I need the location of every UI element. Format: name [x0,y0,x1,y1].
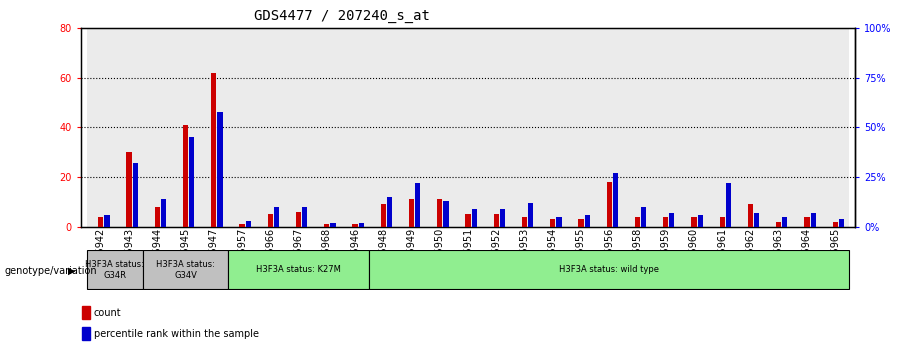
Bar [500,209,505,227]
Bar [302,207,307,227]
Bar [613,173,618,227]
Bar [437,199,442,227]
Bar [359,223,364,227]
Bar [426,28,454,227]
Bar [369,28,398,227]
Bar [821,28,850,227]
Bar [680,28,708,227]
Bar [212,73,216,227]
Bar [748,204,753,227]
Bar [132,163,138,227]
Bar [267,214,273,227]
Bar [200,28,228,227]
Bar [228,28,256,227]
Bar [353,224,357,227]
Bar [115,28,143,227]
Bar [218,112,222,227]
Bar [805,217,809,227]
Bar [369,250,850,290]
Bar [171,28,200,227]
Bar [284,28,312,227]
Bar [387,197,392,227]
Bar [556,217,562,227]
Bar [86,250,143,290]
Bar [782,217,788,227]
Bar [522,217,527,227]
Bar [510,28,538,227]
Bar [274,207,279,227]
Bar [585,215,590,227]
Text: percentile rank within the sample: percentile rank within the sample [94,329,258,339]
Bar [330,223,336,227]
Bar [127,152,131,227]
Text: H3F3A status:
G34R: H3F3A status: G34R [86,260,144,280]
Text: H3F3A status:
G34V: H3F3A status: G34V [156,260,215,280]
Bar [398,28,426,227]
Bar [579,219,583,227]
Bar [86,28,115,227]
Bar [183,125,188,227]
Bar [256,28,284,227]
Bar [312,28,341,227]
Bar [528,203,534,227]
Bar [98,217,104,227]
Bar [691,217,697,227]
Bar [415,183,420,227]
Bar [698,215,703,227]
Text: H3F3A status: wild type: H3F3A status: wild type [559,266,659,274]
Bar [444,201,448,227]
Bar [550,219,555,227]
Bar [246,221,251,227]
Bar [776,222,781,227]
Bar [143,28,171,227]
Bar [726,183,731,227]
Bar [754,213,760,227]
Bar [454,28,482,227]
Bar [793,28,821,227]
Text: H3F3A status: K27M: H3F3A status: K27M [256,266,341,274]
Text: count: count [94,308,122,318]
Bar [670,213,674,227]
Bar [465,214,471,227]
Bar [607,182,612,227]
Bar [839,219,844,227]
Bar [652,28,680,227]
Bar [296,212,302,227]
Bar [538,28,567,227]
Bar [409,199,414,227]
Bar [104,215,110,227]
Bar [381,204,386,227]
Bar [228,250,369,290]
Bar [595,28,624,227]
Text: genotype/variation: genotype/variation [4,266,97,276]
Bar [189,137,194,227]
Bar [155,207,160,227]
Text: ▶: ▶ [68,266,76,276]
Bar [341,28,369,227]
Bar [811,213,815,227]
Bar [482,28,510,227]
Bar [494,214,499,227]
Bar [708,28,736,227]
Bar [143,250,228,290]
Text: GDS4477 / 207240_s_at: GDS4477 / 207240_s_at [254,9,430,23]
Bar [765,28,793,227]
Bar [82,307,90,319]
Bar [624,28,652,227]
Bar [641,207,646,227]
Bar [567,28,595,227]
Bar [832,222,838,227]
Bar [324,224,329,227]
Bar [161,199,166,227]
Bar [720,217,724,227]
Bar [634,217,640,227]
Bar [239,224,245,227]
Bar [663,217,669,227]
Bar [82,327,90,340]
Bar [472,209,477,227]
Bar [736,28,765,227]
